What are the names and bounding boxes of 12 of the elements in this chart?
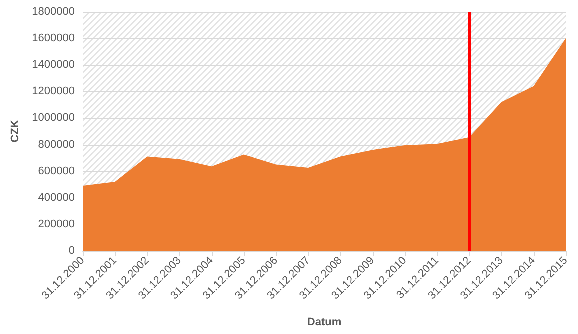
y-tick-label: 200000: [38, 218, 75, 230]
y-axis-title: CZK: [10, 120, 22, 143]
y-tick-label: 1600000: [32, 32, 75, 45]
x-axis-title: Datum: [307, 316, 342, 328]
y-tick-label: 600000: [38, 165, 75, 178]
y-tick-label: 1400000: [32, 59, 75, 72]
y-tick-label: 800000: [38, 138, 75, 151]
y-tick-label: 1000000: [32, 112, 75, 124]
y-tick-label: 400000: [38, 192, 75, 204]
y-tick-label: 0: [68, 245, 75, 257]
y-tick-label: 1200000: [32, 86, 75, 98]
y-tick-label: 1800000: [32, 6, 75, 18]
